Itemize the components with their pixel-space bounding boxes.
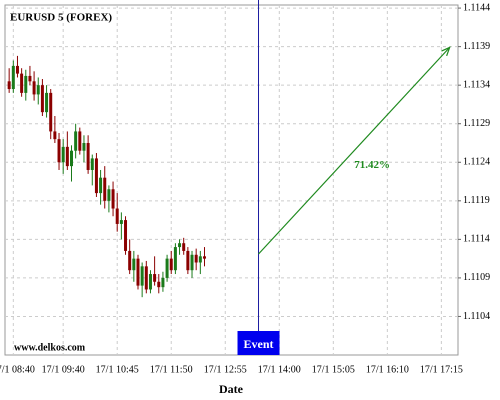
candle-body <box>78 131 82 151</box>
y-tick-label: 1.1124 <box>463 157 490 168</box>
candle-body <box>186 250 190 271</box>
candle-body <box>24 75 28 93</box>
candle-body <box>69 150 73 167</box>
y-tick-label: 1.1129 <box>463 118 490 129</box>
candle-body <box>15 65 19 74</box>
candle-body <box>124 220 128 251</box>
candle-body <box>82 142 86 151</box>
candle-body <box>11 65 15 90</box>
x-tick-label: 17/1 17:15 <box>420 364 463 375</box>
candle-body <box>7 81 11 90</box>
candle-body <box>144 266 148 290</box>
candle-body <box>128 250 132 271</box>
y-tick-label: 1.1134 <box>463 79 490 90</box>
candle-body <box>28 75 32 82</box>
candle-body <box>165 258 169 278</box>
x-tick-label: 17/1 09:40 <box>42 364 85 375</box>
x-axis-label: Date <box>219 382 244 396</box>
y-tick-label: 1.1114 <box>463 234 490 245</box>
x-tick-label: 17/1 16:10 <box>366 364 409 375</box>
event-box <box>237 331 280 355</box>
candle-body <box>86 142 90 170</box>
candle-body <box>107 189 111 201</box>
candle-body <box>140 266 144 286</box>
candle-body <box>61 146 65 163</box>
candle-body <box>94 158 98 194</box>
y-tick-label: 1.1104 <box>463 311 490 322</box>
x-tick-label: 17/1 08:40 <box>0 364 35 375</box>
candle-body <box>49 92 53 132</box>
y-tick-label: 1.1119 <box>463 195 490 206</box>
candle-body <box>53 131 57 140</box>
candle-body <box>157 281 161 288</box>
x-tick-label: 17/1 11:50 <box>150 364 193 375</box>
candle-body <box>103 177 107 201</box>
x-tick-label: 17/1 12:55 <box>204 364 247 375</box>
plot-area <box>4 4 459 356</box>
projection-arrowhead <box>441 46 451 57</box>
y-tick-label: 1.1109 <box>463 272 490 283</box>
candle-body <box>132 258 136 271</box>
candle-body <box>20 73 24 93</box>
y-tick-label: 1.1144 <box>463 2 490 13</box>
candle-body <box>153 274 157 282</box>
candle-body <box>57 139 61 163</box>
candle-body <box>115 208 119 224</box>
projection-line <box>258 46 451 255</box>
candle-body <box>182 243 186 251</box>
candle-body <box>65 146 69 167</box>
y-tick-label: 1.1139 <box>463 41 490 52</box>
candle-body <box>136 258 140 286</box>
x-tick-label: 17/1 14:00 <box>258 364 301 375</box>
candle-body <box>40 85 44 113</box>
candle-body <box>45 92 49 113</box>
candle-body <box>111 189 115 209</box>
candle-body <box>74 131 78 151</box>
candle-body <box>194 254 198 263</box>
candle-body <box>169 258 173 271</box>
candle-body <box>36 85 40 95</box>
event-label: Event <box>244 337 274 351</box>
candle-body <box>190 254 194 271</box>
candle-body <box>119 220 123 224</box>
projection-label: 71.42% <box>354 159 390 171</box>
chart-title: EURUSD 5 (FOREX) <box>10 12 112 24</box>
candle-body <box>178 243 182 248</box>
watermark: www.delkos.com <box>14 342 86 353</box>
candle-body <box>99 177 103 194</box>
candle-body <box>32 81 36 95</box>
candle-body <box>173 247 177 271</box>
candle-body <box>202 256 206 259</box>
candle-body <box>148 274 152 290</box>
candle-body <box>198 256 202 263</box>
x-tick-label: 17/1 10:45 <box>96 364 139 375</box>
candle-body <box>90 158 94 170</box>
candle-body <box>161 277 165 288</box>
x-tick-label: 17/1 15:05 <box>312 364 355 375</box>
